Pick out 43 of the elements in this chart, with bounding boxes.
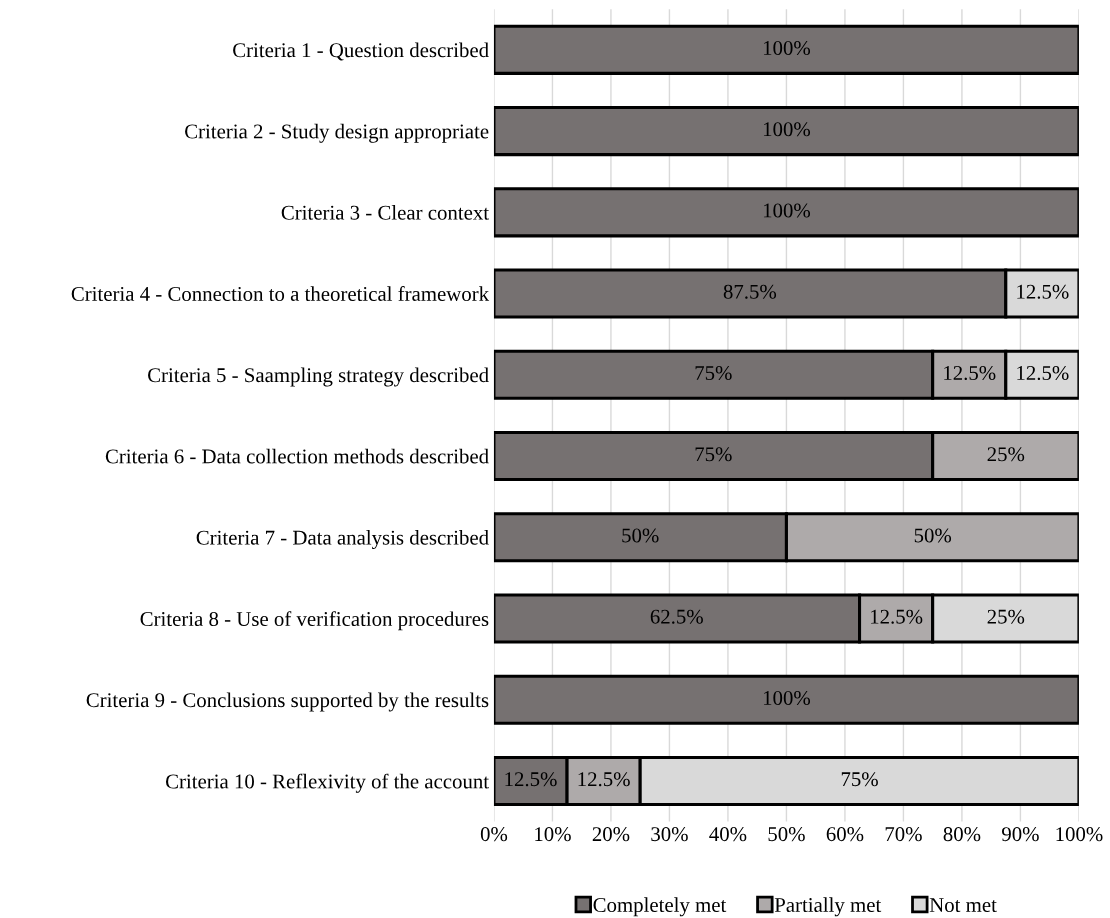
y-tick-label: Criteria 5 - Saampling strategy described xyxy=(148,367,489,387)
x-tick-label: 80% xyxy=(943,827,981,842)
y-tick-label: Criteria 4 - Connection to a theoretical framework xyxy=(71,286,490,301)
data-label: 50% xyxy=(622,528,659,543)
x-tick-label: 30% xyxy=(651,827,688,842)
data-label: 12.5% xyxy=(1017,365,1069,381)
legend-label: Partially met xyxy=(774,897,882,917)
data-label: 100% xyxy=(763,122,811,137)
data-label: 75% xyxy=(841,772,878,787)
x-tick-label: 50% xyxy=(768,827,805,842)
y-tick-label: Criteria 9 - Conclusions supported by the results xyxy=(86,692,489,712)
x-tick-label: 40% xyxy=(709,827,747,842)
data-label: 87.5% xyxy=(723,284,777,299)
data-label: 12.5% xyxy=(578,772,630,787)
legend-label: Not met xyxy=(929,898,997,913)
x-tick-label: 90% xyxy=(1002,827,1039,842)
data-label: 75% xyxy=(695,447,732,462)
data-label: 75% xyxy=(695,365,732,381)
y-tick-label: Criteria 1 - Question described xyxy=(233,42,489,61)
y-tick-label: Criteria 6 - Data collection methods described xyxy=(105,448,489,464)
y-tick-label: Criteria 3 - Clear context xyxy=(281,205,489,220)
y-tick-label: Criteria 8 - Use of verification procedures xyxy=(140,611,489,631)
data-label: 12.5% xyxy=(505,772,557,787)
data-label: 50% xyxy=(914,528,952,543)
data-label: 12.5% xyxy=(871,609,923,624)
x-tick-label: 0% xyxy=(480,827,508,842)
data-label: 25% xyxy=(987,609,1025,624)
x-tick-label: 60% xyxy=(826,827,864,842)
data-label: 100% xyxy=(763,203,811,218)
data-label: 100% xyxy=(763,690,811,706)
y-tick-label: Criteria 7 - Data analysis described xyxy=(196,530,489,549)
x-tick-label: 70% xyxy=(885,827,922,842)
legend-label: Completely met xyxy=(593,897,727,917)
data-label: 12.5% xyxy=(944,365,996,381)
data-label: 100% xyxy=(763,40,811,56)
x-tick-label: 10% xyxy=(535,827,571,842)
data-label: 12.5% xyxy=(1017,284,1069,299)
x-tick-label: 100% xyxy=(1056,827,1103,842)
y-tick-label: Criteria 2 - Study design appropriate xyxy=(185,123,489,143)
x-tick-label: 20% xyxy=(592,827,630,842)
data-label: 25% xyxy=(987,447,1025,462)
y-tick-label: Criteria 10 - Reflexivity of the account xyxy=(165,773,489,793)
data-label: 62.5% xyxy=(650,609,703,624)
